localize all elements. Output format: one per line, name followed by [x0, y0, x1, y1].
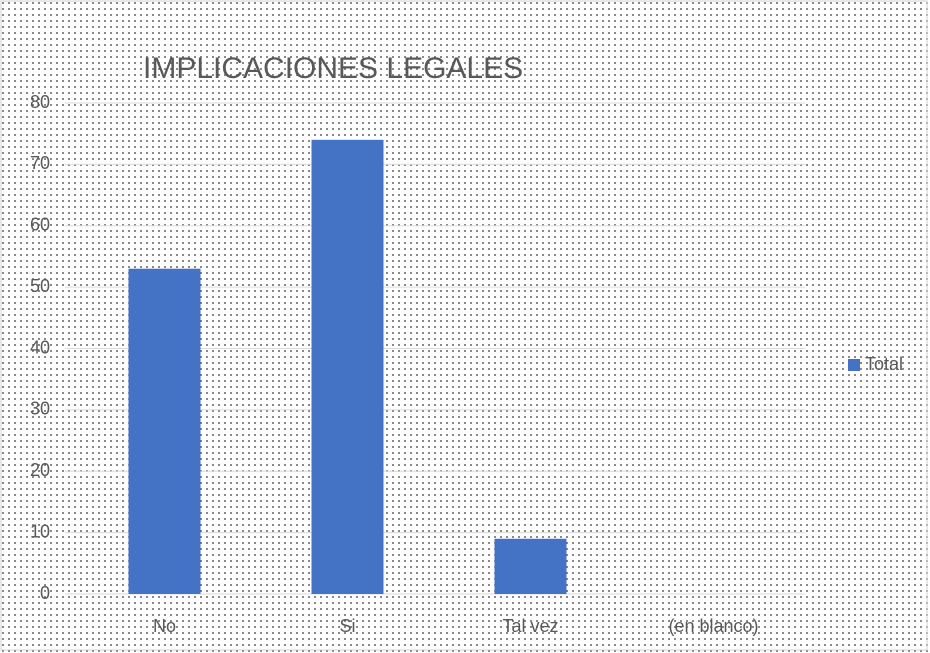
bar: [311, 139, 384, 594]
legend-swatch: [848, 359, 860, 371]
bar: [494, 538, 567, 594]
x-tick-label: No: [153, 616, 176, 636]
chart-title: IMPLICACIONES LEGALES: [143, 52, 523, 85]
x-tick-label: Si: [339, 616, 355, 636]
y-tick-label: 10: [30, 521, 50, 541]
y-tick-label: 0: [40, 583, 50, 603]
y-tick-label: 70: [30, 153, 50, 173]
y-tick-label: 50: [30, 276, 50, 296]
x-tick-label: (en blanco): [668, 616, 758, 636]
y-tick-label: 40: [30, 337, 50, 357]
legend-label: Total: [865, 354, 903, 374]
y-tick-label: 20: [30, 460, 50, 480]
y-tick-label: 30: [30, 399, 50, 419]
x-tick-label: Tal vez: [502, 616, 558, 636]
y-tick-label: 60: [30, 215, 50, 235]
bar: [128, 268, 201, 594]
y-tick-label: 80: [30, 92, 50, 112]
